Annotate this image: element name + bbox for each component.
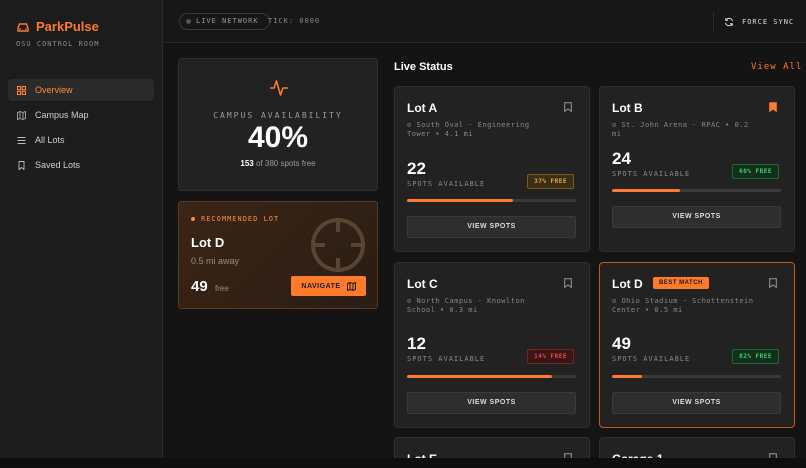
- bookmark-icon[interactable]: [769, 278, 777, 288]
- lot-card-a: Lot A ⊙ South Oval - Engineering Tower •…: [394, 86, 590, 252]
- pin-icon: ⊙: [612, 121, 622, 129]
- pin-icon: ⊙: [612, 297, 622, 305]
- lot-card-c: Lot C ⊙ North Campus - Knowlton School •…: [394, 262, 590, 428]
- recommended-tag-label: RECOMMENDED LOT: [201, 215, 280, 223]
- lot-location-text: Ohio Stadium - Schottenstein Center • 0.…: [612, 297, 754, 314]
- recommended-tag: RECOMMENDED LOT: [191, 215, 279, 223]
- lot-spot-unit: SPOTS AVAILABLE: [407, 355, 486, 363]
- bookmark-icon: [18, 160, 25, 170]
- lot-name: Lot C: [407, 277, 438, 291]
- lot-location-text: North Campus - Knowlton School • 0.3 mi: [407, 297, 525, 314]
- lot-name: Lot A: [407, 101, 438, 115]
- recommended-free-unit: free: [215, 284, 229, 293]
- lot-spot-count: 49: [612, 334, 631, 353]
- pin-icon: ⊙: [407, 121, 417, 129]
- lot-location: ⊙ St. John Arena - RPAC • 0.2 mi: [612, 121, 762, 139]
- bottom-edge: [0, 458, 806, 468]
- occupancy-bar-fill: [407, 375, 553, 378]
- recommended-lot-card: RECOMMENDED LOT Lot D 0.5 mi away 49 fre…: [178, 201, 378, 309]
- car-icon: [17, 22, 29, 32]
- brand-name: ParkPulse: [36, 19, 99, 34]
- lot-spot-count: 12: [407, 334, 426, 353]
- campus-availability-card: CAMPUS AVAILABILITY 40% 153 of 380 spots…: [178, 58, 378, 191]
- lot-free-badge: 82% FREE: [732, 349, 779, 364]
- brand-subtitle: OSU CONTROL ROOM: [16, 40, 100, 48]
- recommended-free-count: 49: [191, 278, 208, 295]
- bookmark-filled-icon[interactable]: [769, 102, 777, 112]
- lot-spot-unit: SPOTS AVAILABLE: [407, 180, 486, 188]
- sidebar-item-label: Campus Map: [35, 110, 89, 120]
- view-spots-button[interactable]: VIEW SPOTS: [612, 392, 781, 414]
- lot-card-b: Lot B ⊙ St. John Arena - RPAC • 0.2 mi 2…: [599, 86, 795, 252]
- free-text: of 380 spots free: [256, 159, 316, 168]
- sidebar-nav: Overview Campus Map All Lots Saved Lots: [8, 79, 154, 179]
- navigate-button[interactable]: NAVIGATE: [291, 276, 366, 296]
- recommended-lot-name: Lot D: [191, 235, 225, 250]
- lot-location: ⊙ North Campus - Knowlton School • 0.3 m…: [407, 297, 557, 315]
- sidebar-item-campus-map[interactable]: Campus Map: [8, 104, 154, 126]
- occupancy-bar: [612, 189, 781, 192]
- sidebar-item-overview[interactable]: Overview: [8, 79, 154, 101]
- lot-spot-count: 24: [612, 149, 631, 168]
- map-icon: [346, 281, 356, 291]
- occupancy-bar-fill: [612, 375, 643, 378]
- pin-icon: ⊙: [407, 297, 417, 305]
- navigate-label: NAVIGATE: [301, 282, 341, 290]
- network-status-pill: LIVE NETWORK: [179, 13, 270, 30]
- lot-spot-unit: SPOTS AVAILABLE: [612, 355, 691, 363]
- list-icon: [17, 136, 26, 144]
- sidebar-item-saved-lots[interactable]: Saved Lots: [8, 154, 154, 176]
- availability-label: CAMPUS AVAILABILITY: [213, 111, 343, 120]
- refresh-icon: [725, 17, 733, 27]
- occupancy-bar: [407, 199, 576, 202]
- lot-location-text: St. John Arena - RPAC • 0.2 mi: [612, 121, 749, 138]
- lot-spot-count: 22: [407, 159, 426, 178]
- force-sync-label: FORCE SYNC: [742, 18, 795, 26]
- lot-location: ⊙ Ohio Stadium - Schottenstein Center • …: [612, 297, 762, 315]
- lot-free-badge: 60% FREE: [732, 164, 779, 179]
- lot-name: Lot D: [612, 277, 643, 291]
- view-spots-button[interactable]: VIEW SPOTS: [407, 392, 576, 414]
- bookmark-icon[interactable]: [564, 102, 572, 112]
- lot-location: ⊙ South Oval - Engineering Tower • 4.1 m…: [407, 121, 557, 139]
- force-sync-button[interactable]: FORCE SYNC: [713, 11, 806, 33]
- lot-spot-unit: SPOTS AVAILABLE: [612, 170, 691, 178]
- lot-card-d: Lot D BEST MATCH ⊙ Ohio Stadium - Schott…: [599, 262, 795, 428]
- pulse-icon: [270, 80, 288, 96]
- lot-location-text: South Oval - Engineering Tower • 4.1 mi: [407, 121, 530, 138]
- availability-percent: 40%: [247, 121, 309, 154]
- view-spots-button[interactable]: VIEW SPOTS: [612, 206, 781, 228]
- recommended-distance: 0.5 mi away: [191, 256, 240, 266]
- occupancy-bar: [612, 375, 781, 378]
- status-dot: [186, 19, 191, 24]
- lot-free-badge: 37% FREE: [527, 174, 574, 189]
- sidebar: ParkPulse OSU CONTROL ROOM Overview Camp…: [0, 0, 163, 458]
- live-status-title: Live Status: [394, 61, 453, 73]
- availability-free: 153 of 380 spots free: [179, 159, 377, 168]
- lot-name: Lot B: [612, 101, 643, 115]
- best-match-badge: BEST MATCH: [653, 277, 709, 289]
- view-all-link[interactable]: View All: [751, 62, 803, 72]
- lot-free-badge: 14% FREE: [527, 349, 574, 364]
- grid-icon: [17, 85, 26, 95]
- tag-dot: [191, 217, 195, 221]
- sidebar-item-label: All Lots: [35, 135, 65, 145]
- occupancy-bar-fill: [407, 199, 514, 202]
- occupancy-bar-fill: [612, 189, 680, 192]
- network-label: LIVE NETWORK: [196, 17, 259, 25]
- sidebar-item-label: Overview: [35, 85, 73, 95]
- bookmark-icon[interactable]: [564, 278, 572, 288]
- occupancy-bar: [407, 375, 576, 378]
- brand[interactable]: ParkPulse: [16, 19, 99, 34]
- view-spots-button[interactable]: VIEW SPOTS: [407, 216, 576, 238]
- sidebar-item-label: Saved Lots: [35, 160, 81, 170]
- top-bar: LIVE NETWORK TICK: 0000 FORCE SYNC: [163, 0, 806, 43]
- map-icon: [17, 110, 26, 120]
- tick-counter: TICK: 0000: [268, 17, 321, 25]
- sidebar-item-all-lots[interactable]: All Lots: [8, 129, 154, 151]
- crosshair-icon: [311, 218, 365, 272]
- free-count: 153: [240, 159, 254, 168]
